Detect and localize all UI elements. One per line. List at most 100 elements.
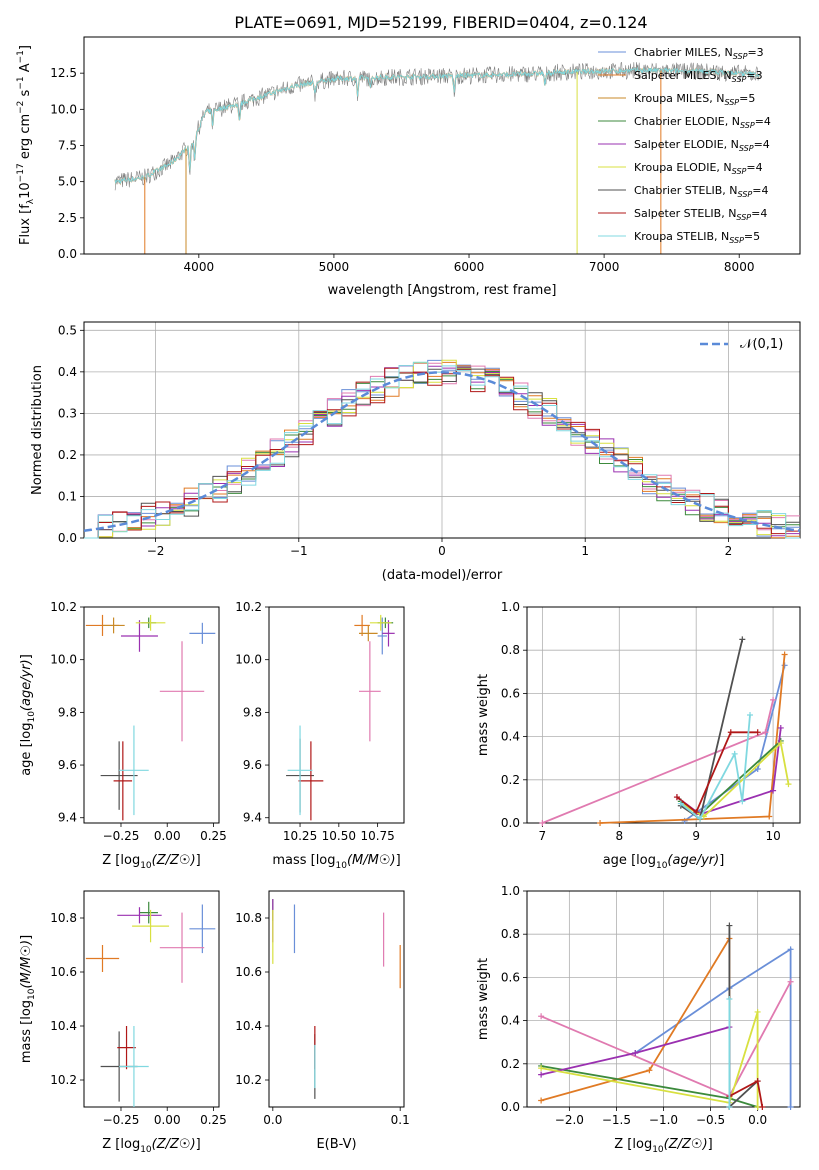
label-part: ] xyxy=(196,1137,201,1152)
legend-text: Kroupa ELODIE, N xyxy=(634,161,732,174)
mass-vs-Z-panel-plot xyxy=(85,901,216,1107)
y-tick-label: 9.8 xyxy=(58,705,77,719)
y-tick-label: 0.8 xyxy=(501,643,520,657)
y-tick-label: 0.2 xyxy=(58,448,77,462)
label-part: 10 xyxy=(656,861,668,871)
y-tick-label: 0.0 xyxy=(58,247,77,261)
weight-marker xyxy=(770,696,777,703)
label-part: Z [log xyxy=(102,853,140,868)
weight-marker xyxy=(726,922,733,929)
axes-frame xyxy=(83,890,220,1108)
axes-frame xyxy=(526,606,801,824)
label-part: age [log xyxy=(603,853,656,868)
label-part: mass [log xyxy=(19,1000,34,1063)
y-tick-label: 0.8 xyxy=(501,927,520,941)
spectrum-y-label: Flux [fλ10−17 erg cm−2 s−1 A−1] xyxy=(16,45,36,245)
weight-marker xyxy=(770,787,777,794)
x-tick-label: −1.0 xyxy=(649,1113,678,1127)
weight-marker xyxy=(632,1050,639,1056)
label-part: 10 xyxy=(140,1145,152,1155)
label-part: ] xyxy=(719,853,724,868)
age-vs-mass-panel-x-label: mass [log10(M/M☉)] xyxy=(272,853,400,871)
y-tick-label: 9.4 xyxy=(243,811,262,825)
legend-text: Kroupa STELIB, N xyxy=(634,230,729,243)
weight-marker xyxy=(759,1104,766,1110)
legend-text: =4 xyxy=(751,207,767,220)
label-part: (age/yr) xyxy=(667,853,719,868)
label-part: ] xyxy=(19,654,34,659)
mass-weight-age-panel-x-label: age [log10(age/yr)] xyxy=(603,853,725,871)
x-tick-label: 0.1 xyxy=(391,1113,410,1127)
label-part: (age/yr) xyxy=(19,659,34,711)
weight-marker xyxy=(726,1104,733,1110)
x-tick-label: −1 xyxy=(290,544,308,558)
spectrum-x-label: wavelength [Angstrom, rest frame] xyxy=(328,283,557,298)
weight-marker xyxy=(777,740,784,747)
weight-line-5 xyxy=(540,1011,759,1107)
x-tick-label: −0.25 xyxy=(103,829,140,843)
label-part: −2 xyxy=(16,101,26,114)
y-tick-label: 10.2 xyxy=(235,1073,262,1087)
y-tick-label: 0.6 xyxy=(501,686,520,700)
weight-marker xyxy=(754,729,761,736)
y-tick-label: 9.4 xyxy=(58,811,77,825)
age-vs-mass-panel-plot xyxy=(286,614,395,821)
legend-entry: Kroupa STELIB, NSSP=5 xyxy=(634,230,760,245)
mass-vs-ebv-x-label: E(B-V) xyxy=(316,1137,356,1152)
x-tick-label: 4000 xyxy=(184,260,215,274)
weight-marker xyxy=(754,1078,761,1085)
y-tick-label: 12.5 xyxy=(50,66,77,80)
label-part: (Z/Z☉) xyxy=(152,853,196,868)
label-part: A xyxy=(18,63,33,76)
legend-sub: SSP xyxy=(729,236,744,245)
y-tick-label: 0.4 xyxy=(58,365,77,379)
x-tick-label: 0.25 xyxy=(200,1113,227,1127)
legend-sub: SSP xyxy=(736,213,751,222)
label-part: (Z/Z☉) xyxy=(664,1137,708,1152)
legend-text: =4 xyxy=(752,184,768,197)
mass-weight-Z-panel-x-label: Z [log10(Z/Z☉)] xyxy=(614,1137,712,1155)
mass-vs-Z-panel-y-label: mass [log10(M/M☉)] xyxy=(19,935,37,1063)
label-part: age [log xyxy=(19,723,34,776)
legend-entry: Salpeter ELODIE, NSSP=4 xyxy=(634,138,770,153)
y-tick-label: 10.2 xyxy=(235,600,262,614)
x-tick-label: 7000 xyxy=(589,260,620,274)
x-tick-label: 0.25 xyxy=(200,829,227,843)
weight-marker xyxy=(597,820,604,826)
legend-text: Salpeter ELODIE, N xyxy=(634,138,739,151)
gaussian-reference-curve xyxy=(83,371,801,532)
weight-marker xyxy=(726,996,733,1002)
weight-marker xyxy=(731,750,738,757)
legend-text: =3 xyxy=(746,69,762,82)
residuals-plot xyxy=(83,359,801,539)
mass-weight-Z-panel-plot xyxy=(538,922,794,1110)
label-part: erg cm xyxy=(18,114,33,163)
legend-entry: Chabrier MILES, NSSP=3 xyxy=(634,46,764,61)
label-part: Flux [f xyxy=(18,204,33,245)
weight-marker xyxy=(727,729,734,736)
label-part: (Z/Z☉) xyxy=(152,1137,196,1152)
legend-text: Chabrier MILES, N xyxy=(634,46,733,59)
mass-vs-ebv-plot xyxy=(272,899,401,1099)
legend-sub: SSP xyxy=(738,190,753,199)
label-part: 10 xyxy=(140,861,152,871)
x-tick-label: 0 xyxy=(438,544,446,558)
label-part: 10 xyxy=(336,861,348,871)
y-tick-label: 10.2 xyxy=(50,1073,77,1087)
y-tick-label: 10.6 xyxy=(235,965,262,979)
weight-marker xyxy=(787,978,794,985)
residual-histogram-7 xyxy=(84,367,800,539)
mass-vs-ebv-panel: 0.0 0.1 10.2 10.4 10.6 10.8 E(B-V) xyxy=(235,890,410,1152)
x-tick-label: −2 xyxy=(147,544,165,558)
legend-sub: SSP xyxy=(740,121,755,130)
x-tick-label: 0.0 xyxy=(748,1113,767,1127)
y-tick-label: 0.4 xyxy=(501,730,520,744)
y-tick-label: 9.6 xyxy=(58,758,77,772)
legend-text: =4 xyxy=(755,115,771,128)
x-tick-label: 8000 xyxy=(724,260,755,274)
residuals-panel: −2 −1 0 1 2 0.0 0.1 0.2 0.3 0.4 0.5 𝒩(0,1) (data-mod… xyxy=(30,321,801,583)
x-tick-label: −2.0 xyxy=(555,1113,584,1127)
y-tick-label: 2.5 xyxy=(58,211,77,225)
label-part: ] xyxy=(18,45,33,50)
